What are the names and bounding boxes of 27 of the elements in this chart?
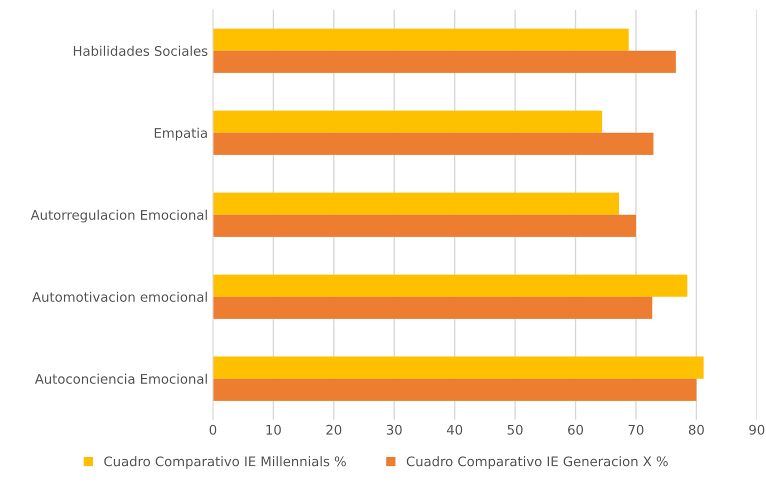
bar: [212, 378, 696, 401]
y-tick-label: Autoconciencia Emocional: [34, 374, 207, 384]
bar: [212, 28, 629, 51]
bar: [212, 296, 652, 319]
x-tick-label: 80: [688, 424, 704, 435]
bar: [212, 356, 704, 379]
x-tick-label: 30: [386, 424, 402, 435]
x-tick-label: 50: [508, 424, 523, 435]
bar: [212, 110, 602, 133]
x-tick-label: 10: [266, 424, 281, 435]
y-tick-label: Automotivacion emocional: [32, 292, 207, 302]
x-tick-label: 60: [568, 424, 584, 435]
x-tick-label: 90: [749, 424, 764, 435]
y-tick-label: Empatia: [154, 128, 207, 140]
bar: [212, 214, 636, 237]
x-tick-label: 20: [326, 424, 342, 435]
bar: [212, 274, 688, 297]
legend-label: Cuadro Comparativo IE Generacion X %: [406, 456, 668, 469]
bar: [212, 50, 676, 73]
legend-label: Cuadro Comparativo IE Millennials %: [104, 456, 346, 469]
x-tick-label: 0: [210, 424, 216, 435]
bar: [212, 192, 620, 215]
x-tick-label: 70: [628, 424, 644, 435]
y-tick-label: Habilidades Sociales: [74, 46, 208, 56]
y-tick-label: Autorregulacion Emocional: [30, 210, 207, 222]
bar: [212, 132, 654, 155]
x-tick-label: 40: [446, 424, 462, 435]
